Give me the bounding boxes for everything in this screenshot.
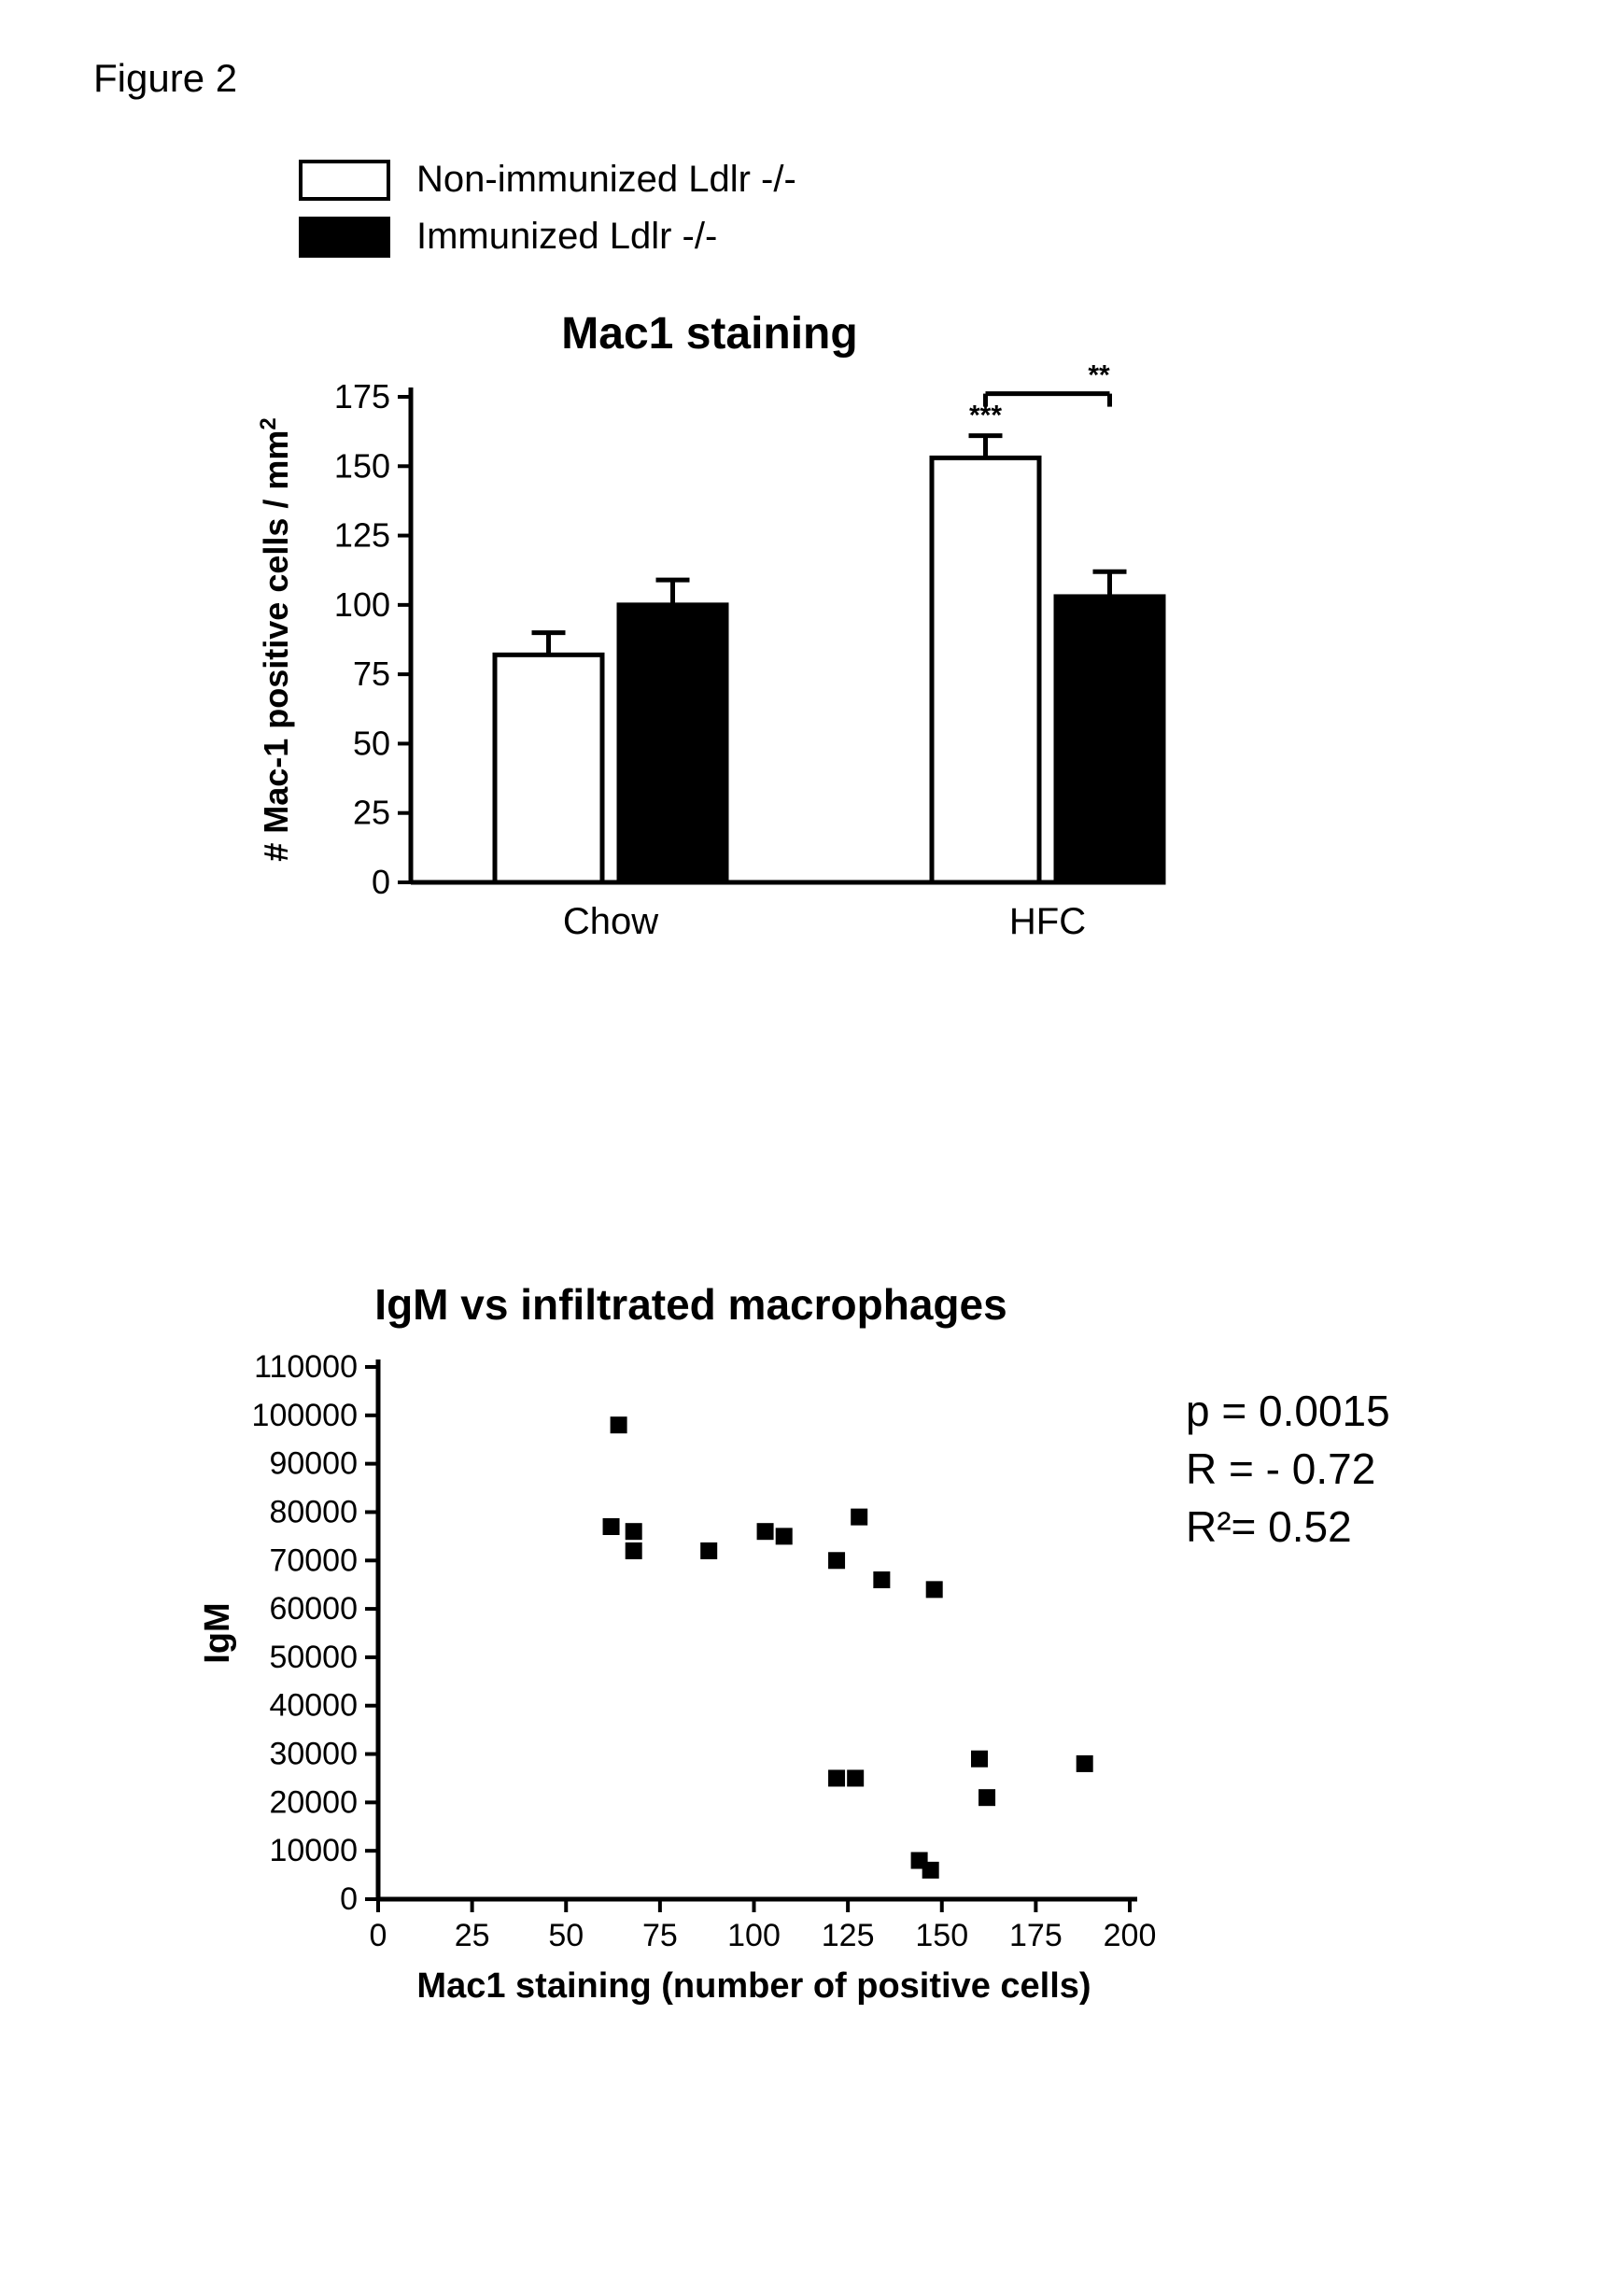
scatter-point	[757, 1523, 774, 1540]
y-tick-label: 50	[353, 724, 390, 762]
y-tick-label: 70000	[269, 1542, 358, 1578]
stat-p: p = 0.0015	[1186, 1382, 1390, 1440]
scatter-point	[626, 1542, 642, 1559]
bar-Chow-0	[495, 655, 602, 882]
scatter-point	[847, 1769, 864, 1786]
x-group-label: Chow	[563, 901, 658, 942]
bar-chart: Mac1 staining 0 25 50 75 100 125 150 175 # Mac-1…	[243, 308, 1176, 994]
sig-stars-double: **	[1088, 360, 1110, 391]
bar-HFC-0	[932, 458, 1039, 882]
x-tick-label: 150	[915, 1918, 968, 1953]
y-tick-label: 100	[334, 585, 390, 624]
bar-Chow-1	[619, 605, 726, 882]
scatter-point	[873, 1571, 890, 1588]
x-tick-label: 75	[642, 1918, 678, 1953]
legend-swatch-immunized	[299, 217, 390, 258]
scatter-point	[700, 1542, 717, 1559]
scatter-point	[1077, 1755, 1093, 1772]
legend-label: Non-immunized Ldlr -/-	[416, 159, 796, 201]
stat-r2: R²= 0.52	[1186, 1498, 1390, 1556]
figure-label: Figure 2	[93, 56, 237, 101]
x-axis-label: Mac1 staining (number of positive cells)	[416, 1966, 1091, 2006]
bar-chart-title: Mac1 staining	[243, 308, 1176, 359]
scatter-point	[851, 1509, 867, 1526]
y-axis-label: # Mac-1 positive cells / mm2	[256, 417, 296, 862]
y-tick-label: 75	[353, 655, 390, 693]
scatter-chart-title: IgM vs infiltrated macrophages	[177, 1279, 1204, 1330]
scatter-point	[926, 1581, 943, 1598]
stat-r: R = - 0.72	[1186, 1440, 1390, 1498]
y-tick-label: 30000	[269, 1737, 358, 1772]
x-tick-label: 50	[548, 1918, 584, 1953]
y-tick-label: 60000	[269, 1591, 358, 1627]
scatter-chart: IgM vs infiltrated macrophages 0 10000 200…	[177, 1279, 1204, 2039]
scatter-point	[611, 1416, 627, 1433]
correlation-stats: p = 0.0015 R = - 0.72 R²= 0.52	[1186, 1382, 1390, 1556]
scatter-chart-svg: 0 10000 20000 30000 40000 50000 60000 70000 8000…	[177, 1330, 1204, 2039]
x-tick-label: 175	[1009, 1918, 1063, 1953]
legend-swatch-nonimmunized	[299, 160, 390, 201]
y-tick-label: 125	[334, 516, 390, 555]
legend-item: Non-immunized Ldlr -/-	[299, 159, 796, 201]
scatter-point	[776, 1528, 793, 1544]
x-tick-label: 25	[455, 1918, 490, 1953]
bar-HFC-1	[1056, 597, 1163, 882]
y-axis-label: IgM	[198, 1602, 237, 1663]
y-tick-label: 175	[334, 377, 390, 416]
x-tick-label: 125	[822, 1918, 875, 1953]
y-tick-label: 40000	[269, 1688, 358, 1724]
scatter-point	[828, 1552, 845, 1569]
legend-item: Immunized Ldlr -/-	[299, 216, 796, 258]
scatter-point	[971, 1751, 988, 1768]
x-tick-label: 200	[1104, 1918, 1157, 1953]
scatter-point	[922, 1862, 939, 1879]
y-tick-label: 0	[340, 1881, 358, 1917]
scatter-point	[978, 1789, 995, 1806]
y-tick-label: 110000	[254, 1349, 358, 1385]
x-tick-label: 0	[370, 1918, 387, 1953]
scatter-point	[828, 1769, 845, 1786]
bar-chart-svg: 0 25 50 75 100 125 150 175 # Mac-1 positive cell…	[243, 359, 1176, 994]
x-tick-label: 100	[727, 1918, 781, 1953]
y-tick-label: 25	[353, 794, 390, 832]
y-tick-label: 10000	[269, 1833, 358, 1868]
y-tick-label: 50000	[269, 1640, 358, 1675]
y-tick-label: 150	[334, 446, 390, 485]
figure-page: Figure 2 Non-immunized Ldlr -/- Immunize…	[0, 0, 1619, 2296]
legend: Non-immunized Ldlr -/- Immunized Ldlr -/…	[299, 159, 796, 273]
scatter-point	[626, 1523, 642, 1540]
y-tick-label: 20000	[269, 1784, 358, 1820]
y-tick-label: 0	[372, 863, 390, 901]
y-tick-label: 80000	[269, 1494, 358, 1529]
x-group-label: HFC	[1009, 901, 1086, 942]
scatter-point	[603, 1518, 620, 1535]
y-tick-label: 100000	[252, 1398, 358, 1433]
y-tick-label: 90000	[269, 1446, 358, 1482]
legend-label: Immunized Ldlr -/-	[416, 216, 717, 258]
